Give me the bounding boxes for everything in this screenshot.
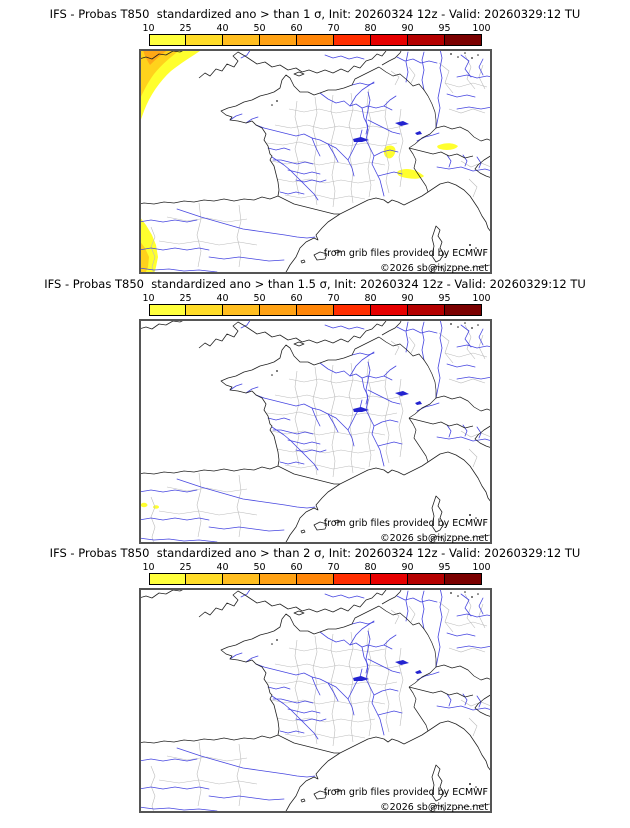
colorbar-tick-label: 70 <box>327 23 340 34</box>
colorbar-tick-label: 100 <box>472 293 491 304</box>
colorbar-segment <box>149 305 187 315</box>
colorbar-tick-label: 50 <box>253 562 266 573</box>
colorbar-tick-label: 25 <box>179 562 192 573</box>
credit-copyright: ©2026 sb@irizpne.net <box>380 263 488 274</box>
anomaly-patch-northwest-core <box>142 49 169 65</box>
colorbar-segment <box>186 35 224 45</box>
colorbar-tick-label: 25 <box>179 293 192 304</box>
anomaly-patch-east-alps <box>436 143 458 150</box>
colorbar-tick-label: 60 <box>290 562 303 573</box>
panel-title: IFS - Probas T850 standardized ano > tha… <box>49 7 581 21</box>
panel-title: IFS - Probas T850 standardized ano > tha… <box>44 277 586 291</box>
anomaly-patch-liguria <box>396 168 424 179</box>
colorbar-segment <box>333 574 371 584</box>
colorbar-segment <box>223 35 261 45</box>
colorbar-wrap: 10 25 40 50 60 70 80 90 95 100 <box>142 562 491 585</box>
credit-copyright: ©2026 sb@irizpne.net <box>380 533 488 544</box>
panel-sigma-2: IFS - Probas T850 standardized ano > tha… <box>0 546 630 813</box>
colorbar-tick-label: 25 <box>179 23 192 34</box>
colorbar-tick-labels: 10 25 40 50 60 70 80 90 95 100 <box>142 293 490 304</box>
anomaly-patches <box>140 502 159 509</box>
colorbar-tick-label: 80 <box>364 23 377 34</box>
panel-sigma-1: IFS - Probas T850 standardized ano > tha… <box>0 7 630 274</box>
colorbar-segment <box>370 35 408 45</box>
colorbar-segment <box>370 574 408 584</box>
colorbar <box>148 34 482 46</box>
colorbar-tick-label: 40 <box>216 23 229 34</box>
anomaly-spot-iberia-2 <box>152 505 159 509</box>
colorbar-tick-label: 50 <box>253 293 266 304</box>
colorbar-segment <box>260 305 298 315</box>
colorbar-tick-label: 90 <box>401 23 414 34</box>
colorbar-segment <box>407 305 445 315</box>
colorbar-segment <box>297 305 334 315</box>
colorbar-segment <box>444 574 481 584</box>
anomaly-patch-southwest-mid <box>138 240 149 274</box>
colorbar-segment <box>333 35 371 45</box>
colorbar-segment <box>149 35 187 45</box>
colorbar-tick-label: 80 <box>364 562 377 573</box>
colorbar-segment <box>186 305 224 315</box>
colorbar-segment <box>186 574 224 584</box>
map-sigma-1: from grib files provided by ECMWF ©2026 … <box>138 49 492 274</box>
anomaly-spot-iberia-1 <box>140 502 147 508</box>
colorbar-segment <box>297 574 334 584</box>
colorbar-segment <box>370 305 408 315</box>
panel-sigma-1-5: IFS - Probas T850 standardized ano > tha… <box>0 277 630 544</box>
colorbar-segment <box>407 574 445 584</box>
colorbar-tick-label: 60 <box>290 293 303 304</box>
anomaly-patches <box>138 49 458 274</box>
panel-title: IFS - Probas T850 standardized ano > tha… <box>49 546 581 560</box>
colorbar-segment <box>223 574 261 584</box>
map-sigma-2: from grib files provided by ECMWF ©2026 … <box>138 588 492 813</box>
colorbar-wrap: 10 25 40 50 60 70 80 90 95 100 <box>142 293 491 316</box>
colorbar-segment <box>223 305 261 315</box>
colorbar-tick-label: 90 <box>401 293 414 304</box>
colorbar-tick-label: 40 <box>216 293 229 304</box>
colorbar-tick-label: 100 <box>472 23 491 34</box>
colorbar-segment <box>149 574 187 584</box>
colorbar-tick-label: 95 <box>438 562 451 573</box>
colorbar-tick-label: 95 <box>438 23 451 34</box>
colorbar-tick-labels: 10 25 40 50 60 70 80 90 95 100 <box>142 562 490 573</box>
colorbar-tick-label: 50 <box>253 23 266 34</box>
colorbar-tick-label: 90 <box>401 562 414 573</box>
colorbar-tick-labels: 10 25 40 50 60 70 80 90 95 100 <box>142 23 490 34</box>
colorbar-tick-label: 10 <box>142 293 155 304</box>
colorbar-tick-label: 100 <box>472 562 491 573</box>
colorbar-wrap: 10 25 40 50 60 70 80 90 95 100 <box>142 23 491 46</box>
colorbar-segment <box>444 305 481 315</box>
colorbar-tick-label: 80 <box>364 293 377 304</box>
colorbar <box>148 304 482 316</box>
credit-ecmwf: from grib files provided by ECMWF <box>323 248 487 259</box>
colorbar-segment <box>407 35 445 45</box>
colorbar-tick-label: 10 <box>142 562 155 573</box>
credit-copyright: ©2026 sb@irizpne.net <box>380 802 488 813</box>
map-sigma-1-5: from grib files provided by ECMWF ©2026 … <box>138 319 492 544</box>
colorbar-segment <box>297 35 334 45</box>
colorbar <box>148 573 482 585</box>
colorbar-tick-label: 10 <box>142 23 155 34</box>
colorbar-tick-label: 70 <box>327 293 340 304</box>
colorbar-segment <box>260 35 298 45</box>
colorbar-tick-label: 70 <box>327 562 340 573</box>
colorbar-segment <box>444 35 481 45</box>
colorbar-tick-label: 95 <box>438 293 451 304</box>
colorbar-segment <box>333 305 371 315</box>
colorbar-tick-label: 40 <box>216 562 229 573</box>
colorbar-segment <box>260 574 298 584</box>
credit-ecmwf: from grib files provided by ECMWF <box>323 518 487 529</box>
colorbar-tick-label: 60 <box>290 23 303 34</box>
credit-ecmwf: from grib files provided by ECMWF <box>323 787 487 798</box>
